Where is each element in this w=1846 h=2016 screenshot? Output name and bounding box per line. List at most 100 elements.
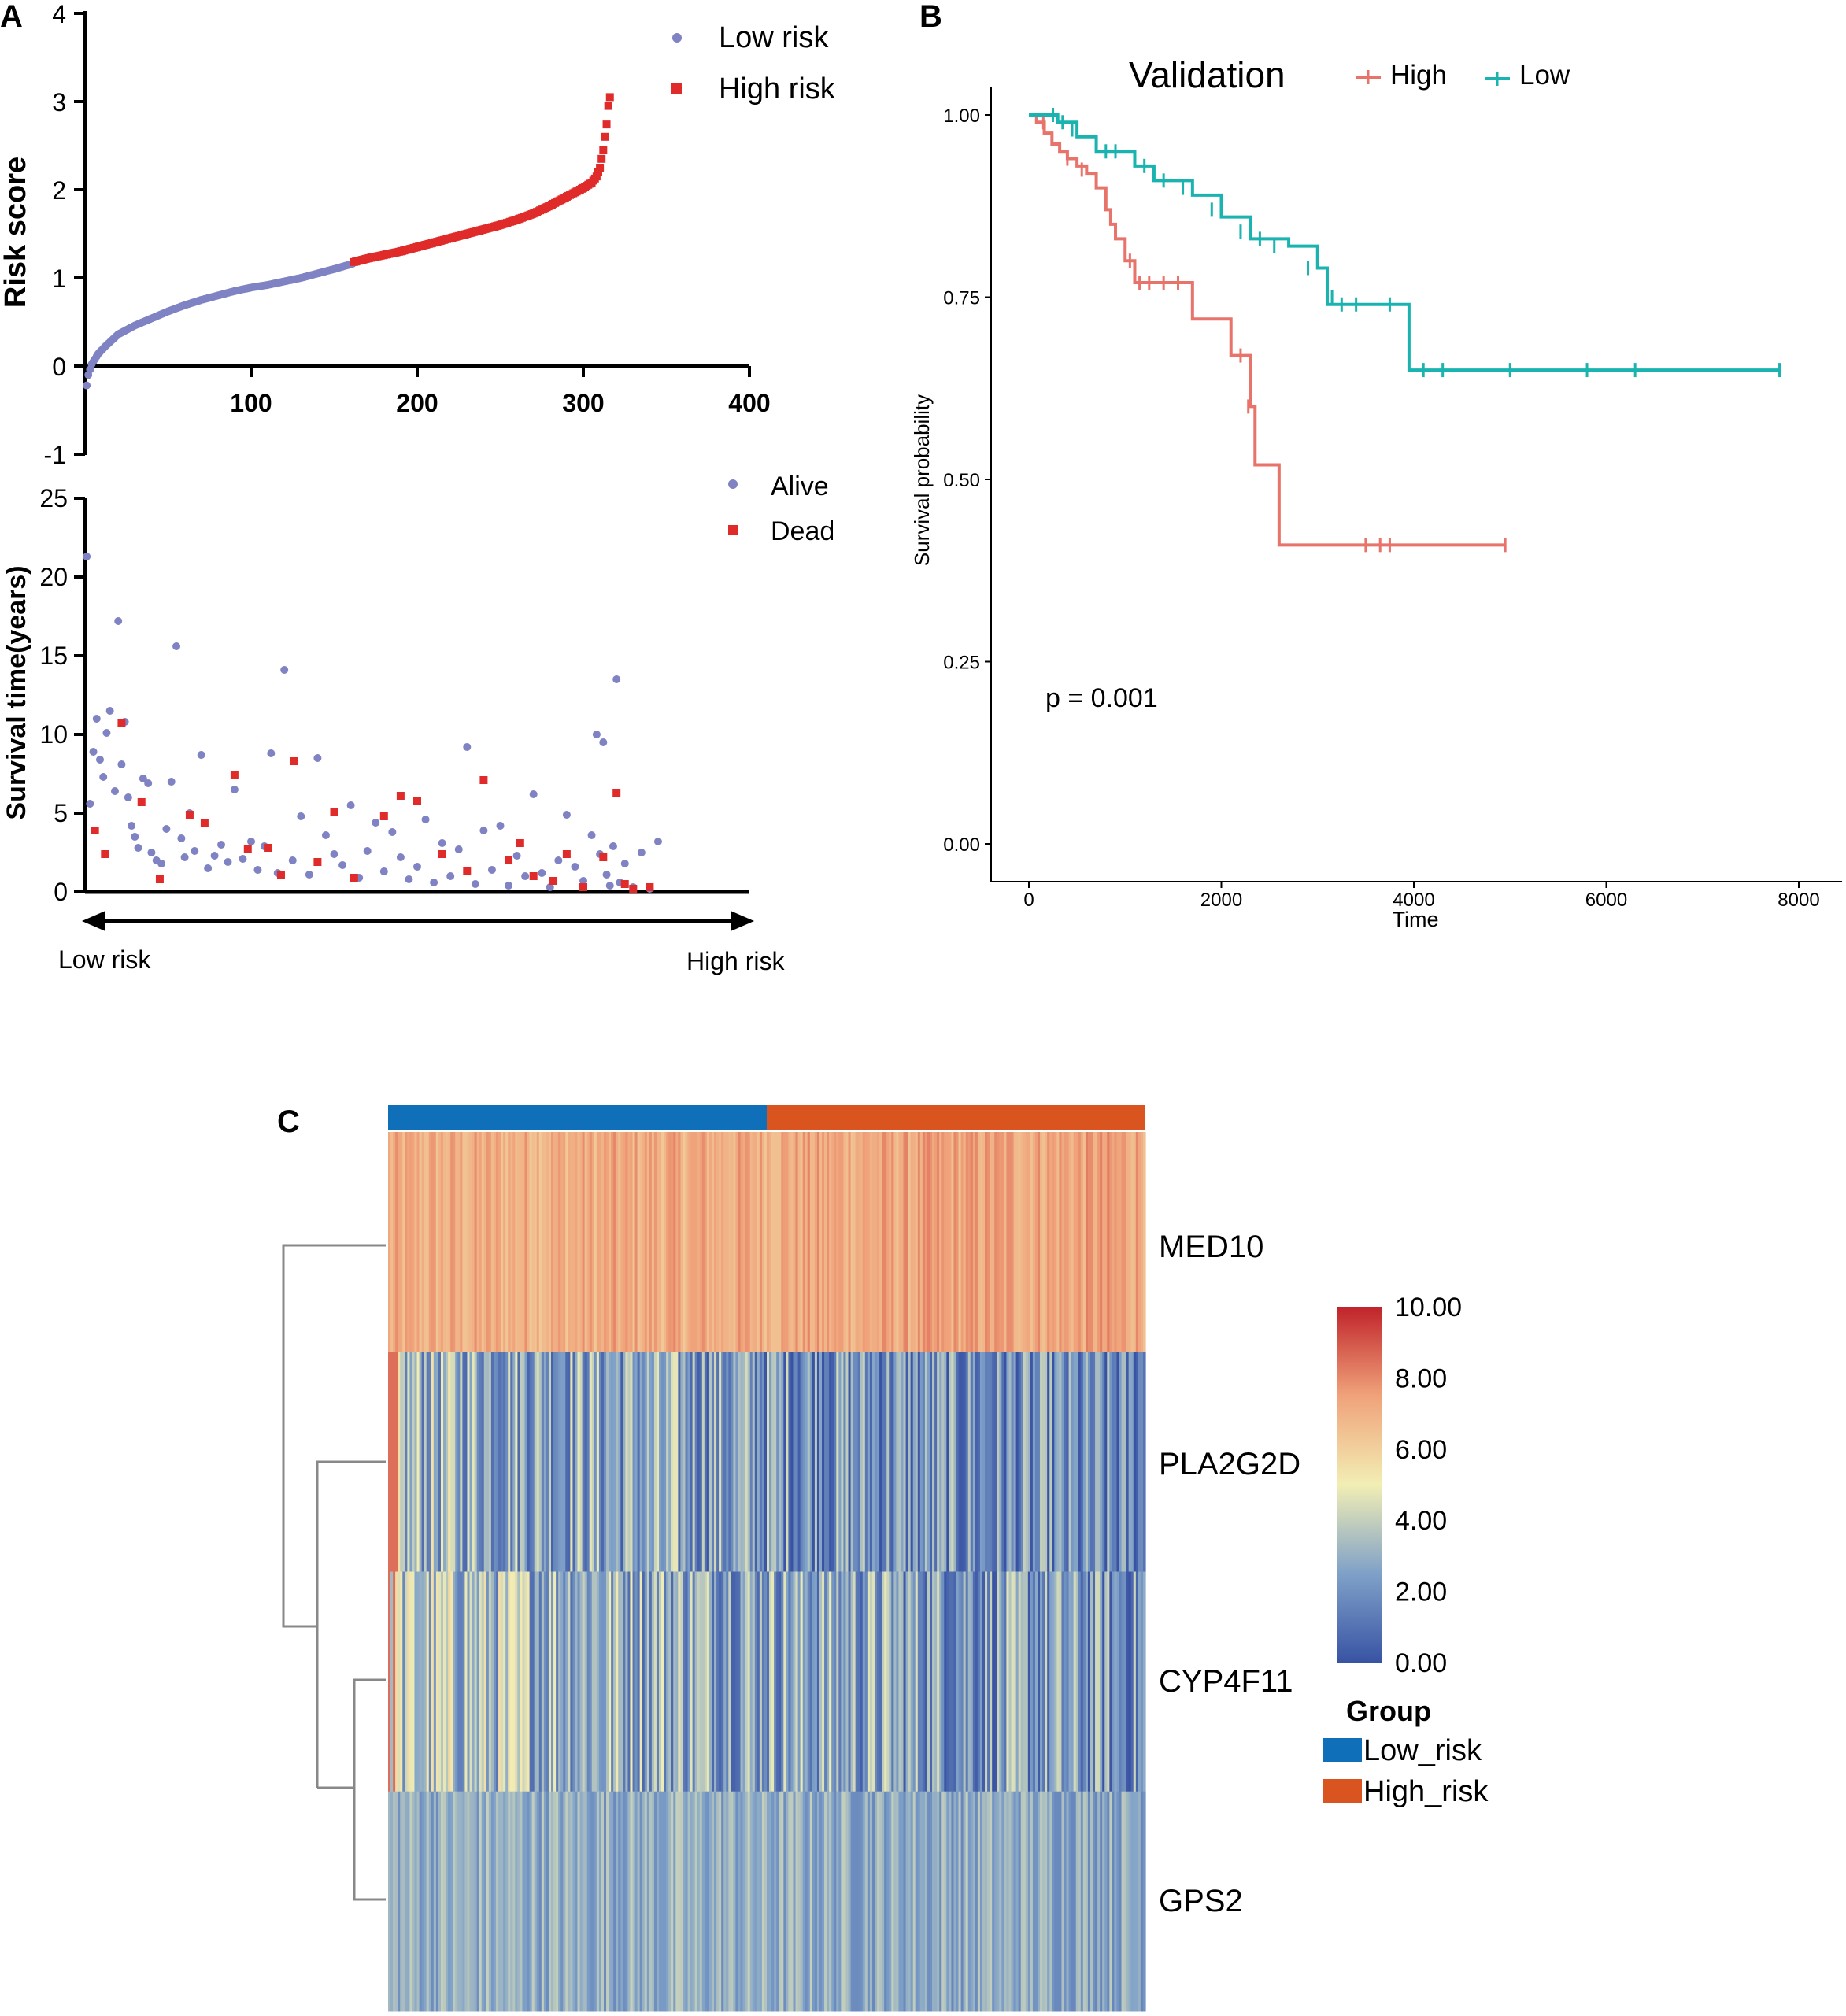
heatmap-cell [1126, 1571, 1130, 1792]
heatmap-cell [932, 1791, 935, 2012]
heatmap-cell [1018, 1132, 1022, 1352]
heatmap-cell [1097, 1352, 1101, 1572]
heatmap-cell [812, 1132, 816, 1352]
heatmap-cell [457, 1352, 461, 1572]
heatmap-cell [1102, 1352, 1105, 1572]
heatmap-cell [1027, 1132, 1031, 1352]
heatmap-cell [424, 1571, 427, 1792]
surv-point-dead [101, 850, 109, 858]
heatmap-cell [857, 1571, 861, 1792]
heatmap-cell [776, 1132, 779, 1352]
surv-point-alive [305, 871, 313, 879]
surv-point-alive [267, 749, 276, 757]
heatmap-cell [426, 1132, 430, 1352]
heatmap-cell [987, 1132, 990, 1352]
heatmap-cell [565, 1791, 568, 2012]
heatmap-cell [848, 1571, 852, 1792]
heatmap-cell [481, 1571, 485, 1792]
heatmap-cell [398, 1791, 401, 2012]
heatmap-cell [558, 1352, 561, 1572]
heatmap-cell [565, 1132, 568, 1352]
surv-point-alive [592, 731, 601, 738]
heatmap-cell [1054, 1571, 1057, 1792]
surv-point-alive [605, 882, 614, 890]
heatmap-cell [783, 1571, 786, 1792]
heatmap-cell [448, 1132, 451, 1352]
heatmap-cell [982, 1132, 986, 1352]
km-x-tick-label: 8000 [1778, 890, 1819, 911]
heatmap-cell [816, 1132, 820, 1352]
surv-point-dead [276, 871, 285, 879]
heatmap-cell [400, 1132, 403, 1352]
surv-y-tick-label: 10 [39, 720, 68, 749]
heatmap-cell [503, 1571, 506, 1792]
heatmap-cell [1045, 1352, 1048, 1572]
heatmap-cell [543, 1571, 547, 1792]
heatmap-cell [520, 1571, 523, 1792]
heatmap-cell [577, 1571, 581, 1792]
group-annotation-bar [388, 1105, 1145, 1130]
heatmap-cell [1071, 1132, 1075, 1352]
heatmap-cell [548, 1791, 552, 2012]
heatmap-cell [469, 1352, 473, 1572]
heatmap-cell [822, 1571, 825, 1792]
heatmap-cell [742, 1352, 746, 1572]
heatmap-cell [893, 1791, 897, 2012]
group-bar-low-risk [388, 1105, 767, 1130]
heatmap-cell [460, 1132, 463, 1352]
surv-point-dead [438, 850, 446, 858]
heatmap-cell [704, 1132, 708, 1352]
heatmap-cell [982, 1352, 986, 1572]
heatmap-cell [409, 1571, 413, 1792]
heatmap-cell [853, 1132, 856, 1352]
heatmap-cell [1109, 1571, 1112, 1792]
heatmap-cell [421, 1791, 425, 2012]
heatmap-cell [1138, 1352, 1141, 1572]
heatmap-cell [836, 1791, 839, 2012]
heatmap-cell [1025, 1132, 1029, 1352]
heatmap-cell [1064, 1352, 1067, 1572]
heatmap-cell [893, 1352, 897, 1572]
heatmap-cell [683, 1352, 686, 1572]
heatmap-cell [848, 1352, 852, 1572]
heatmap-cell [446, 1352, 449, 1572]
heatmap-cell [1059, 1352, 1063, 1572]
heatmap-cell [905, 1791, 909, 2012]
heatmap-cell [495, 1571, 499, 1792]
surv-point-alive [114, 617, 123, 625]
heatmap: MED10 PLA2G2D CYP4F11 GPS2 0.00 2.00 4.00 6… [282, 1105, 1489, 2012]
heatmap-cell [912, 1352, 916, 1572]
heatmap-cell [407, 1791, 410, 2012]
heatmap-cell [874, 1132, 878, 1352]
heatmap-cell [412, 1571, 416, 1792]
heatmap-cell [609, 1132, 612, 1352]
heatmap-cell [632, 1791, 636, 2012]
heatmap-cell [908, 1132, 912, 1352]
heatmap-cell [761, 1352, 765, 1572]
heatmap-cell [634, 1132, 638, 1352]
heatmap-cell [529, 1352, 533, 1572]
arrow-head-right [731, 911, 754, 931]
heatmap-cell [908, 1352, 912, 1572]
heatmap-cell [1034, 1791, 1038, 2012]
heatmap-cell [1047, 1571, 1050, 1792]
heatmap-cell [517, 1571, 521, 1792]
heatmap-cell [1133, 1791, 1137, 2012]
heatmap-cell [446, 1791, 449, 2012]
heatmap-cell [1030, 1571, 1034, 1792]
risk-y-tick-label: 4 [52, 0, 66, 28]
heatmap-cell [934, 1352, 938, 1572]
heatmap-cell [426, 1352, 430, 1572]
heatmap-cell [714, 1791, 717, 2012]
heatmap-cell [1089, 1791, 1093, 2012]
heatmap-cell [776, 1791, 779, 2012]
heatmap-cell [603, 1352, 607, 1572]
heatmap-cell [740, 1352, 744, 1572]
heatmap-cell [498, 1571, 501, 1792]
heatmap-cell [819, 1791, 823, 2012]
heatmap-cell [790, 1571, 794, 1792]
heatmap-cell [1071, 1352, 1075, 1572]
heatmap-cell [565, 1571, 568, 1792]
heatmap-cell [1093, 1791, 1096, 2012]
heatmap-cell [884, 1571, 887, 1792]
